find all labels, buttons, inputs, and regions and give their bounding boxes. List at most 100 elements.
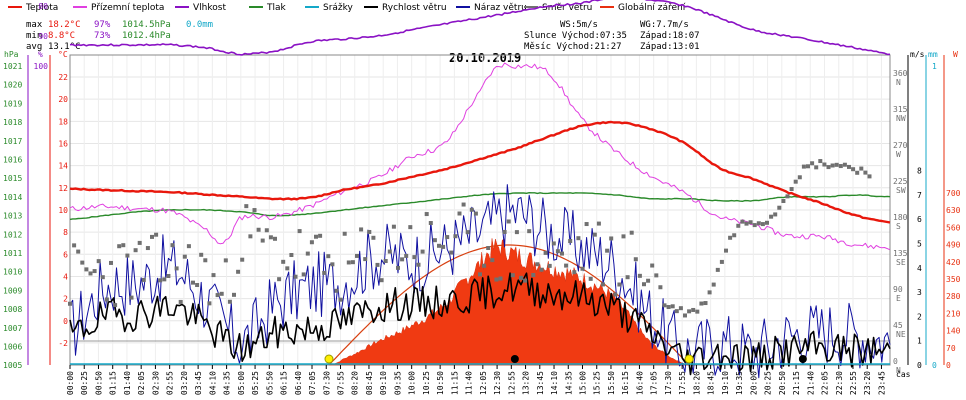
- direction-point-28: [182, 254, 187, 259]
- direction-point-159: [719, 259, 724, 264]
- x-tick-label-21: 08:45: [365, 371, 374, 395]
- direction-point-128: [592, 232, 597, 237]
- pressure-tick-5: 1016: [3, 156, 22, 165]
- pressure-tick-15: 1006: [3, 343, 22, 352]
- direction-point-115: [539, 267, 544, 272]
- x-tick-label-18: 07:30: [322, 371, 331, 395]
- x-tick-label-27: 11:15: [450, 371, 459, 395]
- stat-min-press: 1012.4hPa: [122, 31, 171, 41]
- x-tick-label-0: 00:00: [66, 371, 75, 395]
- direction-point-36: [215, 293, 220, 298]
- radiation-tick-7: 210: [946, 309, 961, 318]
- direction-point-153: [695, 309, 700, 314]
- direction-point-43: [244, 204, 249, 209]
- pressure-tick-9: 1012: [3, 230, 22, 239]
- radiation-tick-0: 700: [946, 189, 961, 198]
- direction-point-127: [588, 276, 593, 281]
- direction-point-96: [461, 202, 466, 207]
- direction-point-38: [223, 258, 228, 263]
- direction-point-32: [199, 252, 204, 257]
- x-tick-label-48: 20:00: [749, 371, 758, 395]
- direction-point-71: [359, 227, 364, 232]
- direction-point-112: [527, 229, 532, 234]
- direction-point-135: [621, 234, 626, 239]
- direction-point-141: [646, 278, 651, 283]
- direction-point-76: [379, 278, 384, 283]
- direction-tick-deg-7: 45: [893, 321, 903, 330]
- direction-point-83: [408, 225, 413, 230]
- temp-tick-4: 14: [58, 162, 68, 171]
- x-tick-label-20: 08:20: [351, 371, 360, 395]
- direction-point-42: [240, 257, 245, 262]
- direction-point-138: [633, 257, 638, 262]
- direction-point-176: [789, 187, 794, 192]
- direction-point-64: [330, 262, 335, 267]
- direction-tick-name-1: NW: [896, 114, 906, 123]
- direction-point-184: [822, 162, 827, 167]
- direction-tick-name-4: S: [896, 222, 901, 231]
- direction-point-53: [285, 266, 290, 271]
- direction-point-157: [711, 282, 716, 287]
- direction-point-37: [219, 291, 224, 296]
- wind-speed-series-line: [69, 272, 891, 376]
- x-tick-label-44: 18:20: [692, 371, 701, 395]
- x-tick-label-35: 14:35: [564, 371, 573, 395]
- direction-point-183: [818, 159, 823, 164]
- sunset-marker: [684, 354, 694, 364]
- direction-point-69: [350, 260, 355, 265]
- direction-point-130: [601, 282, 605, 287]
- direction-point-93: [449, 250, 454, 255]
- direction-point-162: [732, 233, 737, 238]
- direction-point-4: [84, 267, 89, 272]
- direction-point-78: [387, 249, 392, 254]
- axis-humidity-unit: %: [38, 50, 43, 59]
- direction-point-99: [473, 211, 478, 216]
- temp-tick-11: 0: [63, 317, 68, 326]
- wind-direction-points: [68, 159, 872, 318]
- direction-point-89: [432, 238, 437, 243]
- legend-label-2: Vlhkost: [193, 3, 226, 13]
- direction-point-122: [568, 239, 573, 244]
- info-ws: WS:5m/s: [560, 20, 598, 30]
- x-tick-label-16: 06:40: [294, 371, 303, 395]
- radiation-tick-6: 280: [946, 292, 961, 301]
- direction-point-97: [465, 230, 470, 235]
- radiation-tick-8: 140: [946, 327, 961, 336]
- x-tick-label-53: 22:05: [821, 371, 830, 395]
- direction-point-106: [502, 229, 507, 234]
- direction-point-143: [654, 273, 659, 278]
- direction-point-195: [867, 174, 872, 179]
- direction-point-133: [613, 292, 618, 297]
- x-tick-label-46: 19:10: [721, 371, 730, 395]
- direction-point-39: [227, 299, 232, 304]
- direction-point-111: [523, 278, 528, 283]
- direction-point-155: [703, 301, 708, 306]
- x-tick-label-3: 01:15: [109, 371, 118, 395]
- direction-point-179: [801, 164, 806, 169]
- direction-point-126: [584, 222, 589, 227]
- temperature-series-line: [69, 120, 891, 224]
- direction-point-140: [642, 282, 646, 287]
- direction-point-182: [814, 165, 819, 170]
- info-sunset: Západ:18:07: [640, 31, 700, 41]
- direction-point-168: [756, 221, 761, 226]
- stat-min-label: min: [26, 31, 42, 41]
- legend-label-7: Směr větru: [542, 3, 592, 13]
- direction-point-108: [510, 273, 515, 278]
- direction-point-20: [150, 234, 154, 239]
- chart-title: 20.10.2019: [449, 51, 521, 65]
- direction-point-11: [113, 303, 118, 308]
- x-tick-label-19: 07:55: [336, 371, 345, 395]
- direction-point-107: [506, 219, 511, 224]
- right-axes: m/s mm W360N315NW270W225SW180S135SE90E45NE…: [893, 50, 961, 375]
- direction-point-118: [551, 241, 556, 246]
- direction-tick-deg-6: 90: [893, 285, 903, 294]
- x-tick-label-34: 14:10: [550, 371, 559, 395]
- direction-point-7: [96, 259, 101, 264]
- direction-point-116: [543, 250, 548, 255]
- direction-point-148: [674, 309, 679, 314]
- direction-tick-name-8: N: [896, 366, 901, 375]
- temp-tick-3: 16: [58, 139, 68, 148]
- x-axis: 00:00 00:25 00:50 01:15 01:40 02:05 02:30 02:55…: [66, 365, 886, 395]
- direction-point-181: [810, 161, 815, 166]
